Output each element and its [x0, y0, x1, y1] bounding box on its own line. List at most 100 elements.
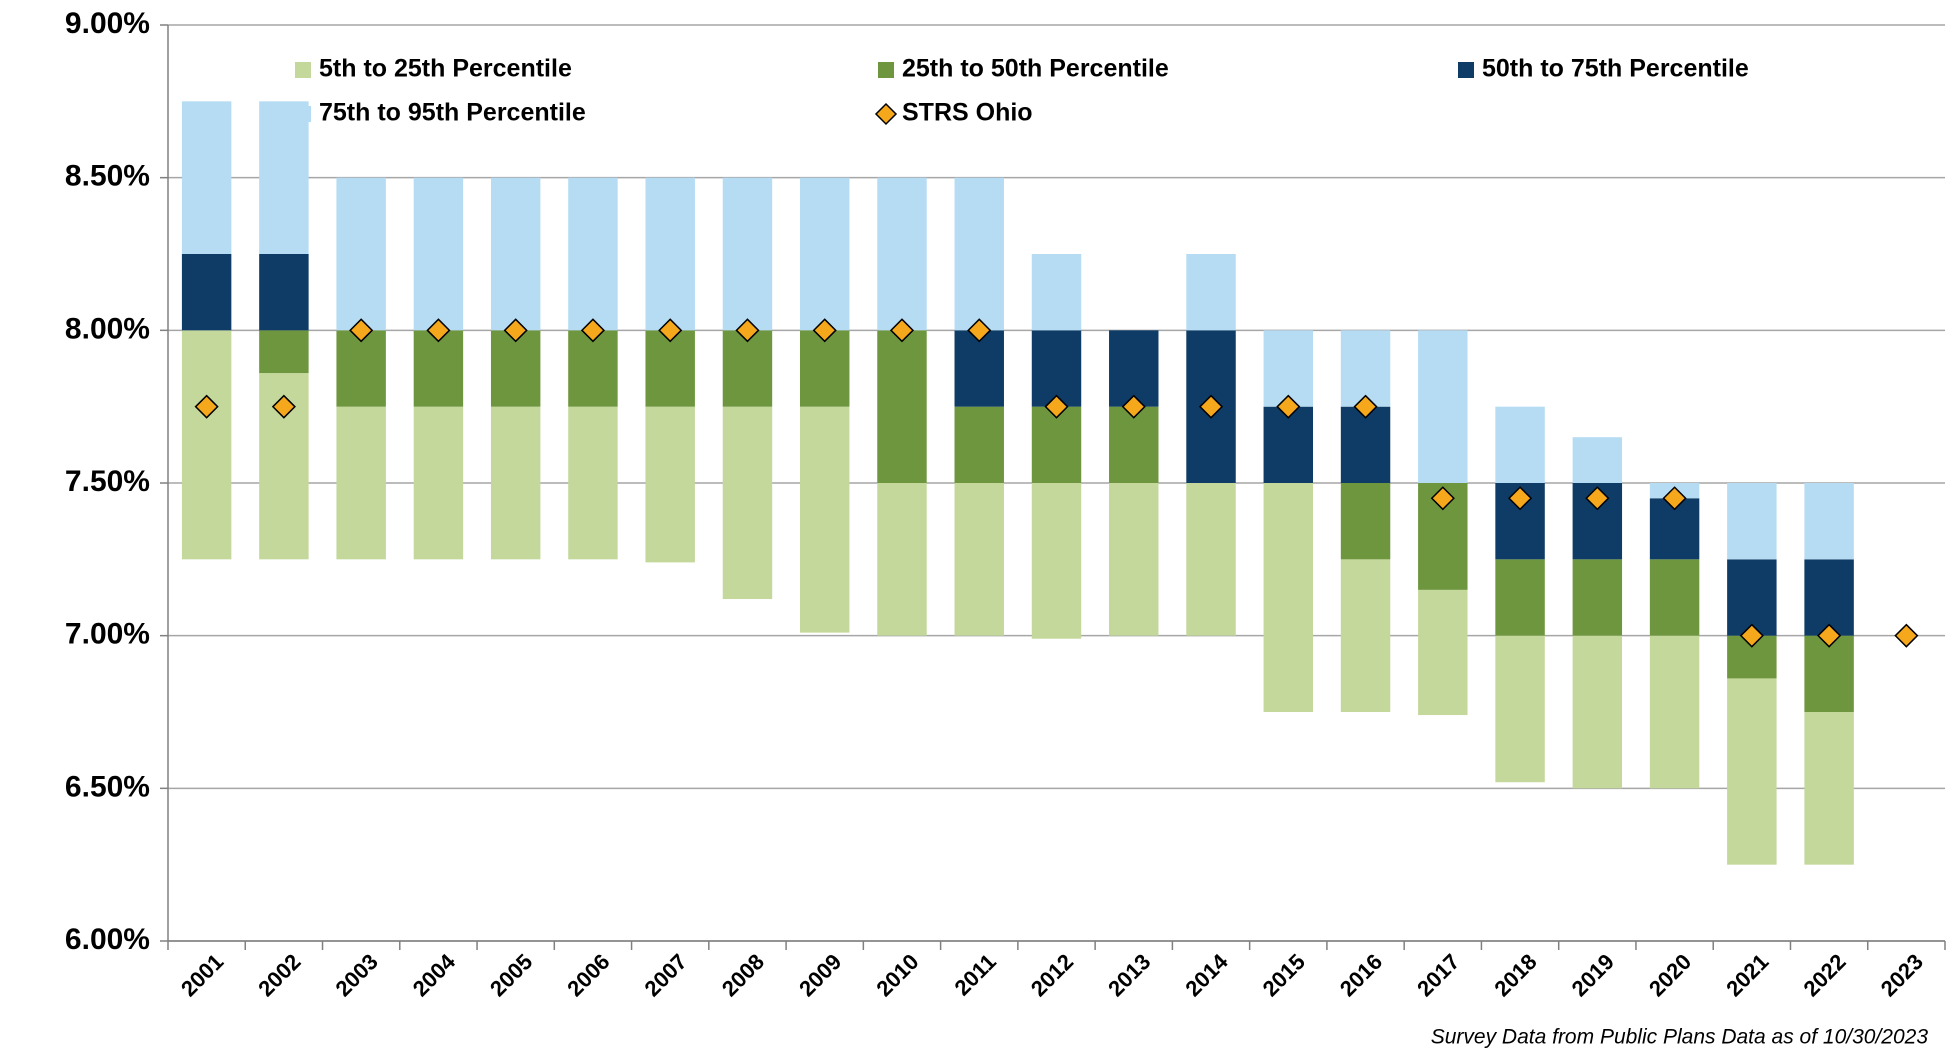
marker [658, 318, 683, 343]
bar-segment [1418, 589, 1468, 716]
x-tick-label: 2010 [871, 949, 923, 1001]
bar-segment [722, 330, 773, 407]
bar-segment [1263, 330, 1314, 407]
bar-segment [1109, 406, 1159, 483]
bar-segment [954, 483, 1004, 636]
x-tick-label: 2005 [485, 949, 537, 1001]
x-tick-label: 2011 [949, 949, 1000, 1000]
bar-segment [1340, 483, 1391, 560]
bar-segment [1727, 678, 1777, 865]
y-tick-label: 7.00% [65, 618, 150, 651]
bar-segment [877, 177, 927, 331]
x-tick-label: 2018 [1489, 949, 1541, 1001]
bar-segment [645, 177, 695, 331]
marker [426, 318, 451, 343]
marker [735, 318, 760, 343]
bar-segment [1727, 483, 1777, 560]
bar-segment [1031, 330, 1082, 407]
bar-segment [1804, 712, 1854, 865]
x-tick-label: 2019 [1567, 949, 1619, 1001]
bar-segment [877, 483, 927, 636]
marker [1817, 623, 1842, 648]
bar-segment [799, 330, 850, 407]
x-tick-label: 2016 [1335, 949, 1387, 1001]
bar-segment [181, 330, 232, 560]
x-tick-label: 2001 [176, 949, 228, 1001]
bar-segment [181, 254, 232, 331]
marker [194, 394, 219, 419]
x-tick-label: 2004 [408, 948, 461, 1001]
x-tick-label: 2021 [1721, 949, 1773, 1001]
bar-segment [1031, 483, 1082, 639]
bar-segment [645, 406, 695, 563]
x-tick-label: 2023 [1876, 949, 1928, 1001]
bar-segment [1263, 406, 1314, 483]
bar-segment [1263, 483, 1314, 712]
bar-segment [336, 177, 386, 331]
bar-segment [1572, 635, 1623, 789]
bar-segment [722, 406, 773, 600]
x-tick-label: 2008 [717, 949, 769, 1001]
bar-segment [1109, 330, 1159, 407]
x-tick-label: 2006 [562, 949, 614, 1001]
legend-swatch [295, 106, 311, 122]
legend-swatch [878, 62, 894, 78]
x-tick-label: 2013 [1103, 949, 1155, 1001]
bar-segment [259, 254, 309, 331]
bar-segment [336, 406, 386, 560]
x-tick-label: 2014 [1180, 948, 1233, 1001]
bar-segment [336, 330, 386, 407]
bar-segment [1572, 559, 1623, 636]
bar-segment [1649, 559, 1700, 636]
bar-segment [568, 406, 618, 560]
bar-segment [490, 177, 541, 331]
legend-label: 75th to 95th Percentile [319, 99, 586, 127]
bar-segment [413, 177, 464, 331]
bar-segment [1186, 483, 1236, 636]
y-tick-label: 6.00% [65, 923, 150, 956]
marker [1198, 394, 1224, 419]
marker [271, 394, 296, 419]
marker [812, 318, 837, 343]
marker [1353, 394, 1378, 419]
bar-segment [1804, 483, 1854, 560]
bar-segment [1495, 635, 1545, 783]
marker [1739, 623, 1764, 648]
legend-label: 5th to 25th Percentile [319, 55, 572, 83]
bar-segment [490, 406, 541, 560]
bar-segment [1572, 437, 1623, 483]
legend-label: STRS Ohio [902, 99, 1033, 127]
bar-segment [259, 101, 309, 254]
marker [1662, 486, 1687, 511]
bar-segment [490, 330, 541, 407]
bar-segment [1804, 635, 1854, 712]
bar-segment [722, 177, 773, 331]
marker [1508, 486, 1533, 511]
legend-swatch [295, 62, 311, 78]
x-tick-label: 2017 [1412, 949, 1464, 1001]
y-tick-label: 8.00% [65, 312, 150, 345]
bar-segment [954, 330, 1004, 407]
source-note: Survey Data from Public Plans Data as of… [1431, 1026, 1929, 1049]
marker [1121, 394, 1146, 419]
bar-segment [1109, 483, 1159, 636]
x-tick-label: 2009 [794, 949, 846, 1001]
y-tick-label: 8.50% [65, 160, 150, 193]
marker [1894, 623, 1919, 648]
bar-segment [954, 177, 1004, 331]
x-tick-label: 2012 [1026, 949, 1078, 1001]
bar-segment [568, 177, 618, 331]
bar-segment [1031, 254, 1082, 331]
legend-label: 25th to 50th Percentile [902, 55, 1169, 83]
x-tick-label: 2020 [1644, 949, 1696, 1001]
bar-segment [1495, 406, 1545, 483]
bar-segment [645, 330, 695, 407]
bar-segment [568, 330, 618, 407]
marker [1430, 486, 1455, 511]
bar-segment [954, 406, 1004, 483]
legend-marker [874, 102, 898, 126]
bar-segment [1727, 559, 1777, 636]
marker [580, 318, 605, 343]
bar-segment [259, 330, 309, 374]
